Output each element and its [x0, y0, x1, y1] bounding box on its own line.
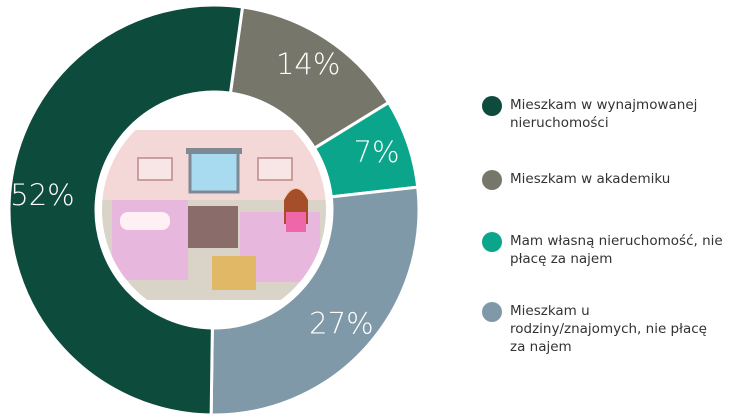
legend-label: Mieszkam u rodziny/znajomych, nie płacę …	[510, 303, 707, 355]
legend-label: Mieszkam w akademiku	[510, 171, 671, 187]
illustration	[102, 130, 326, 300]
legend-item: Mieszkam w wynajmowanej nieruchomości	[482, 96, 732, 132]
legend-swatch	[482, 302, 502, 322]
legend-label: Mam własną nieruchomość, nie płacę za na…	[510, 233, 723, 267]
legend-label: Mieszkam w wynajmowanej nieruchomości	[510, 97, 698, 131]
donut-slice	[7, 3, 245, 417]
value-label: 27%	[309, 307, 373, 341]
legend-item: Mieszkam u rodziny/znajomych, nie płacę …	[482, 302, 732, 356]
legend-swatch	[482, 232, 502, 252]
legend-item: Mam własną nieruchomość, nie płacę za na…	[482, 232, 732, 268]
legend-swatch	[482, 96, 502, 116]
value-label: 14%	[276, 47, 340, 81]
legend-swatch	[482, 170, 502, 190]
value-label: 7%	[354, 135, 400, 169]
legend-item: Mieszkam w akademiku	[482, 170, 732, 190]
donut-slice	[209, 185, 421, 417]
value-label: 52%	[10, 178, 74, 212]
